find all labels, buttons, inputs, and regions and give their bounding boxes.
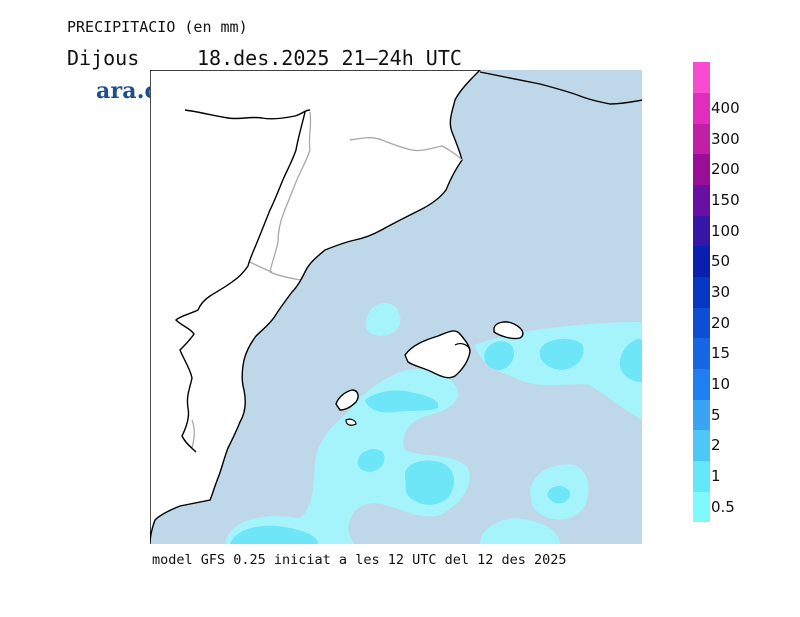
region-border-south [191,419,195,449]
precip-core-east2 [619,338,642,382]
legend-label: 30 [711,283,731,301]
legend-swatch [693,491,710,523]
legend-label: 0.5 [711,497,735,516]
model-info: model GFS 0.25 iniciat a les 12 UTC del … [152,552,567,568]
legend-swatch [693,215,710,247]
inland-border [175,111,306,453]
precip-core-south [547,486,571,504]
coastline-north [479,71,642,105]
legend-label: 50 [711,252,731,271]
precip-area-islet [365,303,401,336]
legend-swatch [693,368,710,400]
legend-label: 10 [711,375,731,393]
precip-core-mid [405,460,455,505]
legend-label: 400 [711,99,740,117]
legend-label: 20 [711,313,731,332]
region-border-north [349,137,463,161]
legend-swatch [693,399,710,431]
legend-swatch [693,154,710,185]
legend-swatch [693,62,710,93]
legend-swatch [693,338,710,369]
legend-label: 150 [711,191,740,209]
legend-swatch [693,430,710,461]
precip-core-small [357,449,385,472]
legend-swatch [693,92,710,124]
legend-label: 1 [711,467,721,485]
forecast-period: Dijous 18.des.2025 21–24h UTC [67,46,462,70]
precip-core-ibiza [365,390,439,413]
legend-label: 100 [711,221,740,240]
legend-swatch [693,184,710,216]
precipitation-legend: 0.5 1 2 5 10 15 20 30 50 100 150 200 300 400 [690,62,750,523]
land-iberia [150,70,481,544]
legend-label: 300 [711,129,740,148]
island-mallorca [404,330,471,379]
legend-label: 15 [711,344,731,363]
legend-label: 200 [711,160,740,179]
precip-core-east1 [539,338,584,370]
legend-label: 2 [711,436,721,455]
precip-area-southwest [225,368,470,544]
region-border-valencia [249,261,273,273]
legend-label: 5 [711,405,721,424]
precip-area-east [475,322,642,420]
island-mallorca-bay [454,343,471,351]
island-formentera [345,418,357,426]
region-border-catalonia [269,111,312,281]
forecast-day: Dijous [67,46,140,70]
island-menorca [493,321,524,340]
legend-swatch [693,276,710,308]
island-ibiza [335,389,359,411]
precipitation-map [150,70,642,544]
forecast-time: 18.des.2025 21–24h UTC [197,46,462,70]
legend-swatch [693,246,710,277]
legend-swatch [693,460,710,492]
chart-title: PRECIPITACIO (en mm) [67,18,248,36]
precip-core-sw [230,525,318,544]
precip-core-balearic-north [484,341,515,370]
legend-color-bar [693,62,710,523]
legend-swatch [693,123,710,155]
legend-swatch [693,307,710,339]
precip-area-southeast [480,518,560,544]
coastline-west-border [184,109,311,120]
